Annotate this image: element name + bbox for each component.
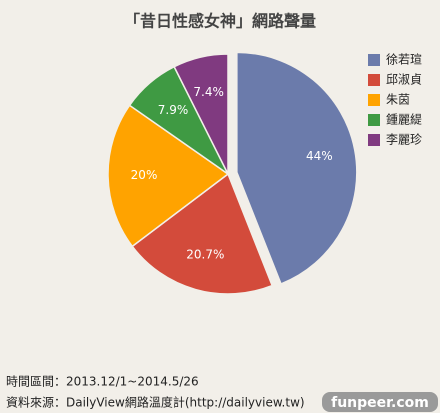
footnote: 時間區間：2013.12/1~2014.5/26 (6, 375, 199, 389)
data-label: 7.4% (193, 85, 224, 99)
watermark-bg (322, 392, 438, 412)
legend-swatch (368, 54, 380, 66)
legend-label: 徐若瑄 (386, 52, 422, 67)
legend-swatch (368, 74, 380, 86)
footnote: 資料來源：DailyView網路溫度計(http://dailyview.tw) (6, 395, 305, 410)
chart-title: 「昔日性感女神」網路聲量 (124, 12, 316, 31)
pie-slice (107, 104, 230, 248)
legend-swatch (368, 134, 380, 146)
legend-label: 朱茵 (386, 93, 410, 107)
data-label: 20% (131, 168, 158, 182)
legend-swatch (368, 114, 380, 126)
data-label: 7.9% (158, 103, 189, 117)
legend-label: 鍾麗緹 (386, 113, 422, 127)
legend-label: 邱淑貞 (386, 73, 422, 87)
legend-label: 李麗珍 (386, 132, 422, 147)
data-label: 44% (306, 149, 333, 163)
data-label: 20.7% (186, 247, 224, 261)
watermark: funpeer.com (331, 395, 429, 411)
pie-slice (131, 172, 274, 295)
legend-swatch (368, 94, 380, 106)
pie-slice (173, 53, 229, 175)
pie-slice (236, 51, 358, 285)
